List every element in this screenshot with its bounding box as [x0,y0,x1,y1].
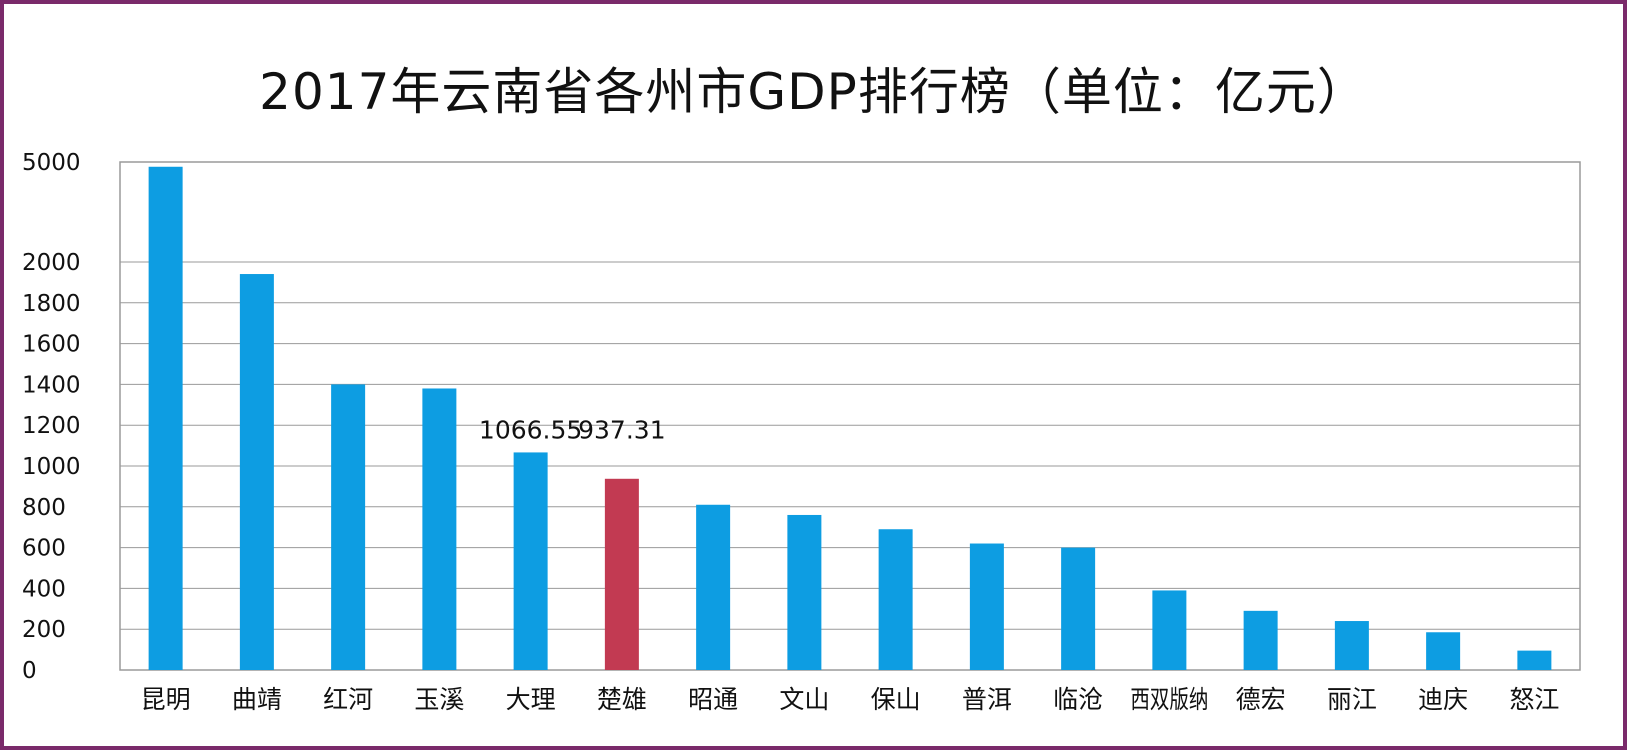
y-tick-label: 1800 [22,291,81,317]
data-label: 937.31 [578,415,665,444]
y-tick-label: 1400 [22,372,81,398]
bar-4 [513,452,548,670]
bar-10 [1061,547,1096,670]
bar-3 [422,388,457,670]
y-tick-label: 800 [22,495,66,521]
bar-12 [1243,610,1278,670]
x-tick-label: 丽江 [1327,685,1377,714]
bar-13 [1334,621,1369,670]
bar-0 [148,166,183,670]
chart-title: 2017年云南省各州市GDP排行榜（单位：亿元） [259,63,1368,121]
bar-2 [331,384,366,670]
y-tick-label: 200 [22,617,66,643]
bar-8 [878,529,913,670]
x-tick-label: 临沧 [1053,685,1103,714]
y-tick-label: 1200 [22,413,81,439]
x-tick-label: 文山 [779,685,829,714]
x-tick-label: 怒江 [1509,685,1559,714]
x-tick-label: 玉溪 [414,685,464,714]
bar-14 [1426,632,1461,670]
x-tick-label: 红河 [323,685,373,714]
x-tick-label: 西双版纳 [1130,685,1208,714]
bar-9 [969,543,1004,670]
x-tick-label: 楚雄 [597,685,647,714]
y-tick-label: 5000 [22,150,81,176]
y-tick-label: 2000 [22,250,81,276]
y-tick-label: 1600 [22,332,81,358]
x-tick-label: 曲靖 [232,685,282,714]
x-tick-label: 大理 [506,685,556,714]
x-tick-label: 普洱 [962,685,1012,714]
bar-1 [239,274,274,670]
y-tick-label: 600 [22,536,66,562]
bar-6 [696,504,731,670]
x-tick-label: 德宏 [1236,685,1286,714]
x-tick-label: 迪庆 [1418,685,1468,714]
bar-5 [604,478,639,670]
data-label: 1066.55 [479,415,582,444]
x-tick-label: 昭通 [688,685,738,714]
plot-area [119,161,1581,671]
bar-15 [1517,650,1552,670]
bar-11 [1152,590,1187,670]
x-tick-label: 昆明 [141,685,191,714]
y-tick-label: 1000 [22,454,81,480]
y-tick-label: 0 [22,658,37,684]
bar-7 [787,514,822,670]
y-tick-label: 400 [22,576,66,602]
x-tick-label: 保山 [871,685,921,714]
